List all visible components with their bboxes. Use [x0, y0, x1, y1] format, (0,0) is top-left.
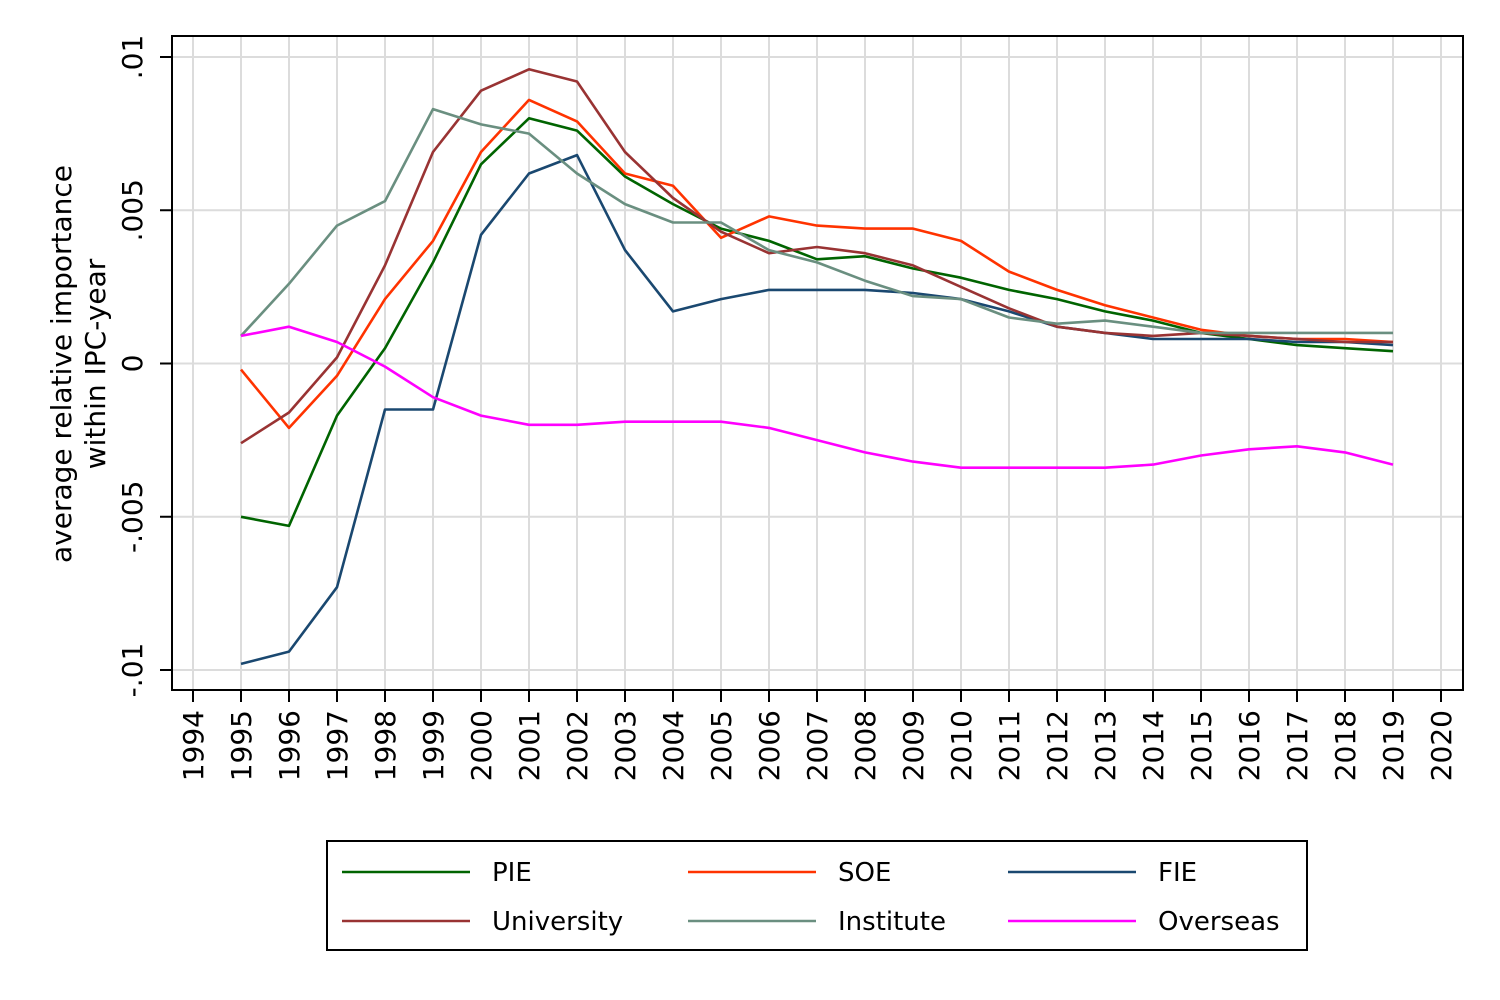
y-tick-label-2: 0 — [116, 355, 149, 373]
series-line-institute — [240, 107, 1393, 337]
x-tick-label-2001: 2001 — [513, 710, 546, 781]
y-tick-labels: -.01 -.005 0 .005 .01 — [116, 35, 149, 698]
axes — [160, 35, 1464, 702]
x-tick-label-2017: 2017 — [1281, 710, 1314, 781]
legend-label-overseas: Overseas — [1158, 907, 1280, 937]
x-tick-label-2010: 2010 — [945, 710, 978, 781]
series-layer — [239, 68, 1394, 666]
x-tick-label-2005: 2005 — [705, 710, 738, 781]
legend-label-institute: Institute — [838, 907, 946, 937]
legend-label-soe: SOE — [838, 858, 891, 888]
series-line-soe — [239, 98, 1394, 430]
x-tick-label-2004: 2004 — [657, 710, 690, 781]
x-tick-label-2013: 2013 — [1089, 710, 1122, 781]
x-tick-label-2019: 2019 — [1377, 710, 1410, 781]
x-tick-label-2012: 2012 — [1041, 710, 1074, 781]
x-tick-label-2002: 2002 — [561, 710, 594, 781]
legend: PIE SOE FIE University Institute Overseas — [326, 840, 1308, 951]
y-axis-label-line-1: average relative importance — [45, 165, 78, 563]
legend-label-university: University — [492, 907, 623, 937]
legend-label-fie: FIE — [1158, 858, 1197, 888]
x-tick-label-2003: 2003 — [609, 710, 642, 781]
series-line-overseas — [240, 325, 1394, 470]
x-tick-label-2008: 2008 — [849, 710, 882, 781]
y-tick-label-1: -.005 — [116, 481, 149, 553]
x-tick-label-2020: 2020 — [1425, 710, 1458, 781]
legend-box — [326, 840, 1308, 951]
x-tick-label-1998: 1998 — [369, 710, 402, 781]
x-tick-labels: 1994 1995 1996 1997 1998 1999 2000 2001 2002 2003… — [177, 710, 1458, 781]
x-tick-label-2000: 2000 — [465, 710, 498, 781]
series-line-fie — [240, 153, 1394, 666]
y-tick-label-0: -.01 — [116, 643, 149, 698]
legend-label-pie: PIE — [492, 858, 532, 888]
y-axis-label-line-2: within IPC-year — [79, 258, 112, 469]
x-tick-label-2016: 2016 — [1233, 710, 1266, 781]
x-tick-label-1995: 1995 — [225, 710, 258, 781]
x-tick-label-2011: 2011 — [993, 710, 1026, 781]
grid — [172, 36, 1463, 690]
x-tick-label-1996: 1996 — [273, 710, 306, 781]
x-tick-label-1999: 1999 — [417, 710, 450, 781]
x-tick-label-2014: 2014 — [1137, 710, 1170, 781]
x-tick-label-1994: 1994 — [177, 710, 210, 781]
y-tick-label-4: .01 — [116, 35, 149, 80]
x-tick-label-2006: 2006 — [753, 710, 786, 781]
x-tick-label-2007: 2007 — [801, 710, 834, 781]
x-tick-label-2009: 2009 — [897, 710, 930, 781]
x-tick-label-2018: 2018 — [1329, 710, 1362, 781]
y-tick-label-3: .005 — [116, 179, 149, 241]
x-tick-label-1997: 1997 — [321, 710, 354, 781]
x-tick-label-2015: 2015 — [1185, 710, 1218, 781]
